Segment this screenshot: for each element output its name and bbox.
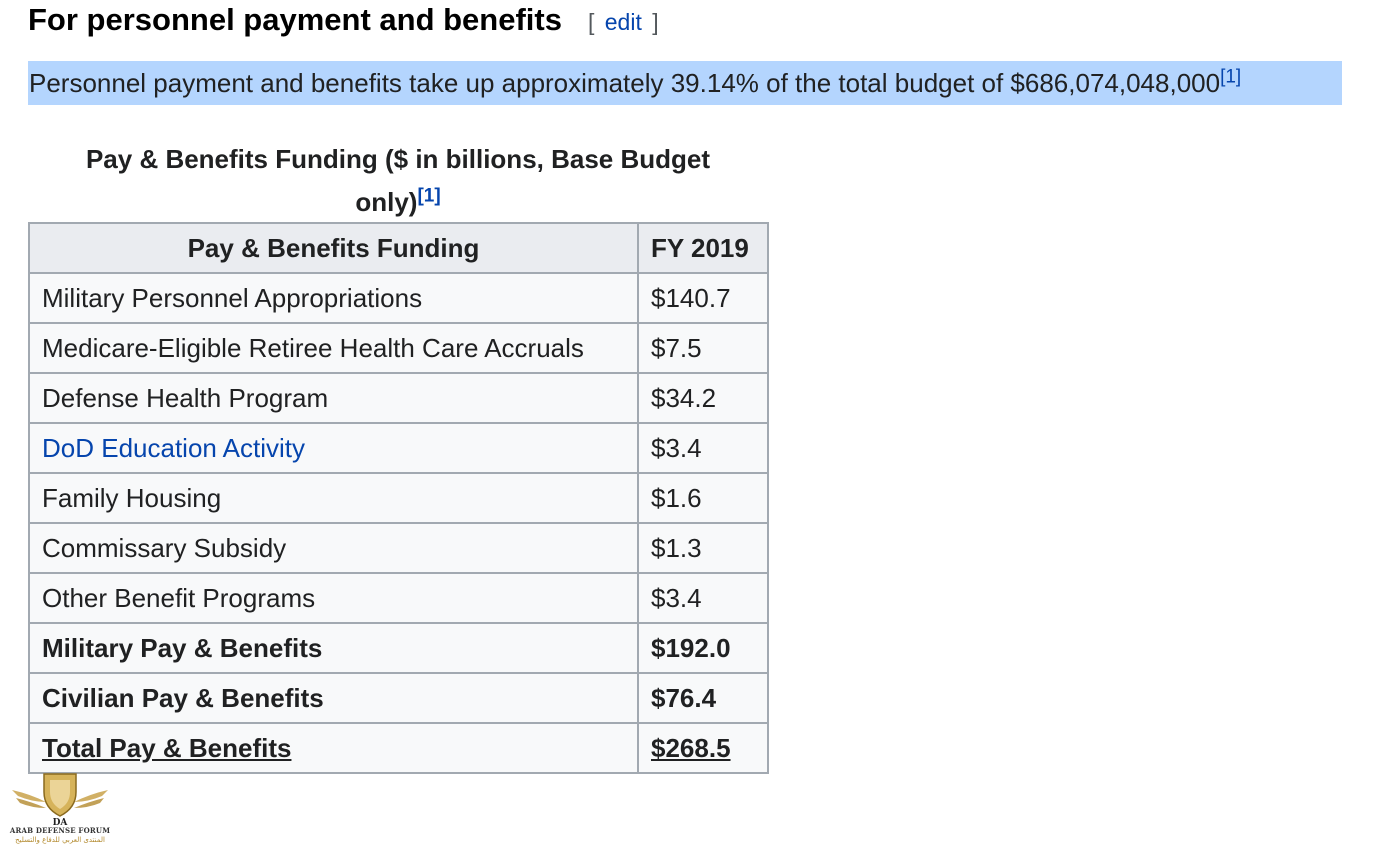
- watermark-arabic-name: المنتدى العربي للدفاع والتسليح: [15, 836, 105, 844]
- edit-bracket-open: [: [587, 9, 595, 35]
- row-value: $3.4: [637, 572, 769, 624]
- shield-wings-icon: DA: [12, 773, 108, 828]
- table-caption: Pay & Benefits Funding ($ in billions, B…: [28, 138, 768, 224]
- table-header-row: Pay & Benefits Funding FY 2019: [28, 222, 769, 274]
- column-header-fy2019: FY 2019: [637, 222, 769, 274]
- row-label: Civilian Pay & Benefits: [28, 672, 639, 724]
- section-heading: For personnel payment and benefits [ edi…: [28, 2, 659, 38]
- edit-link[interactable]: edit: [604, 9, 642, 35]
- section-title: For personnel payment and benefits: [28, 2, 562, 37]
- row-label: Medicare-Eligible Retiree Health Care Ac…: [28, 322, 639, 374]
- row-label: Commissary Subsidy: [28, 522, 639, 574]
- lead-reference: [1]: [1220, 66, 1241, 87]
- caption-line-1: Pay & Benefits Funding ($ in billions, B…: [85, 144, 711, 174]
- column-header-category: Pay & Benefits Funding: [28, 222, 639, 274]
- edit-section: [ edit ]: [588, 9, 659, 36]
- table-row-subtotal: Military Pay & Benefits $192.0: [28, 622, 769, 674]
- lead-paragraph: Personnel payment and benefits take up a…: [28, 61, 1342, 105]
- row-value: $192.0: [637, 622, 769, 674]
- watermark-forum-name: ARAB DEFENSE FORUM: [9, 826, 111, 835]
- row-label: Other Benefit Programs: [28, 572, 639, 624]
- dod-education-activity-link[interactable]: DoD Education Activity: [42, 432, 306, 463]
- row-value: $76.4: [637, 672, 769, 724]
- total-value-cell: $268.5: [637, 722, 769, 774]
- row-label: Military Personnel Appropriations: [28, 272, 639, 324]
- table-row: Family Housing $1.6: [28, 472, 769, 524]
- table-row: Defense Health Program $34.2: [28, 372, 769, 424]
- row-label: Military Pay & Benefits: [28, 622, 639, 674]
- row-value: $1.6: [637, 472, 769, 524]
- row-label: Family Housing: [28, 472, 639, 524]
- table-row-total: Total Pay & Benefits $268.5: [28, 722, 769, 774]
- row-value: $7.5: [637, 322, 769, 374]
- edit-bracket-close: ]: [652, 9, 659, 35]
- caption-line-2: only): [355, 187, 418, 217]
- table-row: Military Personnel Appropriations $140.7: [28, 272, 769, 324]
- table-row: Commissary Subsidy $1.3: [28, 522, 769, 574]
- table-row: Other Benefit Programs $3.4: [28, 572, 769, 624]
- total-value: $268.5: [651, 732, 731, 763]
- row-value: $140.7: [637, 272, 769, 324]
- caption-reference: [1]: [417, 185, 440, 206]
- lead-reference-link[interactable]: [1]: [1220, 66, 1242, 88]
- row-value: $34.2: [637, 372, 769, 424]
- row-label: Defense Health Program: [28, 372, 639, 424]
- total-label: Total Pay & Benefits: [42, 732, 292, 763]
- table-row: Medicare-Eligible Retiree Health Care Ac…: [28, 322, 769, 374]
- table-row-subtotal: Civilian Pay & Benefits $76.4: [28, 672, 769, 724]
- pay-benefits-table: Pay & Benefits Funding FY 2019 Military …: [28, 222, 769, 774]
- lead-text: Personnel payment and benefits take up a…: [29, 68, 1221, 98]
- total-label-cell: Total Pay & Benefits: [28, 722, 639, 774]
- arab-defense-forum-watermark: DA ARAB DEFENSE FORUM المنتدى العربي للد…: [8, 768, 112, 848]
- row-value: $3.4: [637, 422, 769, 474]
- row-label-cell: DoD Education Activity: [28, 422, 639, 474]
- table-row: DoD Education Activity $3.4: [28, 422, 769, 474]
- row-value: $1.3: [637, 522, 769, 574]
- watermark-monogram: DA: [53, 818, 69, 828]
- caption-reference-link[interactable]: [1]: [417, 185, 441, 207]
